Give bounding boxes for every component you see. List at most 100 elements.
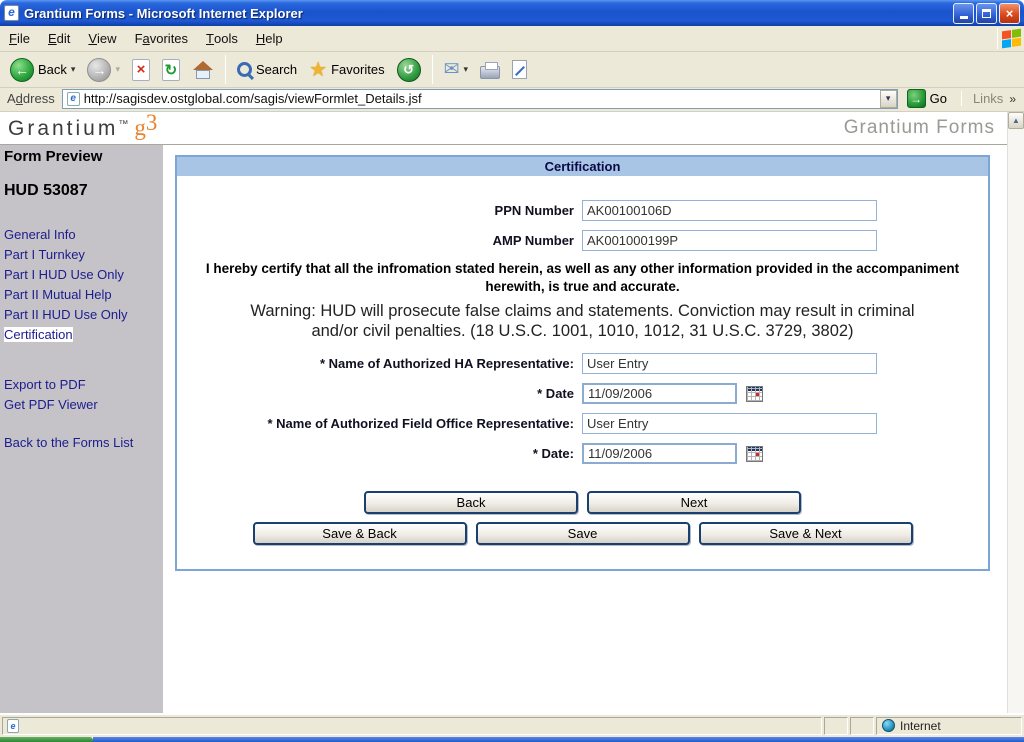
- forward-icon: →: [87, 57, 112, 82]
- favorites-label: Favorites: [331, 62, 385, 77]
- stop-icon: ×: [131, 58, 150, 81]
- ha-date-calendar-icon[interactable]: [746, 385, 763, 402]
- sidebar-nav: General Info Part I Turnkey Part I HUD U…: [4, 225, 159, 345]
- address-dropdown-button[interactable]: ▾: [879, 89, 897, 108]
- sidebar-item-part2-mutual-help[interactable]: Part II Mutual Help: [4, 287, 112, 302]
- go-label: Go: [929, 91, 947, 106]
- close-icon: ×: [1005, 5, 1014, 21]
- home-button[interactable]: [186, 57, 220, 83]
- stop-button[interactable]: ×: [126, 56, 156, 84]
- back-to-forms-list-link[interactable]: Back to the Forms List: [4, 435, 134, 450]
- menu-separator: [997, 28, 998, 49]
- status-message-pane: e: [2, 716, 822, 735]
- forward-button[interactable]: → ▾: [81, 55, 126, 85]
- close-button[interactable]: ×: [999, 2, 1020, 24]
- address-input[interactable]: [83, 91, 880, 106]
- page-main: Grantium™ g3 Grantium Forms Form Preview …: [0, 110, 1007, 713]
- menu-spacer: [292, 26, 997, 51]
- ha-date-label: * Date: [537, 386, 574, 402]
- go-button[interactable]: → Go: [902, 87, 952, 110]
- field-office-date-row: * Date:: [177, 443, 988, 465]
- title-bar: e Grantium Forms - Microsoft Internet Ex…: [0, 0, 1024, 26]
- amp-number-row: AMP Number: [177, 230, 988, 251]
- sidebar-item-part1-turnkey[interactable]: Part I Turnkey: [4, 247, 85, 262]
- field-office-date-calendar-icon[interactable]: [746, 445, 763, 462]
- ppn-number-input[interactable]: [582, 200, 877, 221]
- home-icon: [192, 60, 214, 80]
- save-and-next-button[interactable]: Save & Next: [698, 522, 913, 546]
- vertical-scrollbar[interactable]: ▲: [1007, 112, 1024, 713]
- ha-representative-label: * Name of Authorized HA Representative:: [319, 356, 574, 372]
- mail-button[interactable]: ✉ ▾: [438, 57, 474, 83]
- back-button[interactable]: ← Back ▾: [4, 55, 81, 85]
- sidebar-item-certification[interactable]: Certification: [4, 327, 73, 342]
- export-to-pdf-link[interactable]: Export to PDF: [4, 377, 86, 392]
- grantium-logo: Grantium™ g3: [8, 110, 158, 140]
- certification-statement: I hereby certify that all the infromatio…: [205, 261, 960, 295]
- sidebar-heading: Form Preview: [4, 148, 103, 165]
- scroll-up-icon[interactable]: ▲: [1008, 112, 1024, 129]
- window-title: Grantium Forms - Microsoft Internet Expl…: [24, 5, 303, 21]
- get-pdf-viewer-link[interactable]: Get PDF Viewer: [4, 397, 98, 412]
- go-arrow-icon: →: [906, 89, 926, 108]
- field-office-representative-row: * Name of Authorized Field Office Repres…: [177, 413, 988, 435]
- certification-panel: Certification PPN Number AMP Number I he…: [175, 155, 990, 572]
- addressbar-separator: [960, 91, 962, 106]
- status-page-icon: e: [7, 718, 19, 733]
- back-label: Back: [38, 62, 67, 77]
- links-chevron-icon[interactable]: »: [1009, 91, 1016, 106]
- links-label[interactable]: Links: [972, 91, 1004, 106]
- sidebar-item-part2-hud-use-only[interactable]: Part II HUD Use Only: [4, 307, 128, 322]
- search-label: Search: [255, 62, 298, 77]
- save-button[interactable]: Save: [475, 522, 690, 546]
- save-and-back-button[interactable]: Save & Back: [252, 522, 467, 546]
- history-button[interactable]: ↺: [391, 55, 427, 85]
- status-pane: [824, 716, 848, 735]
- mail-icon: ✉: [443, 58, 460, 80]
- minimize-button[interactable]: [953, 2, 974, 24]
- sidebar-item-part1-hud-use-only[interactable]: Part I HUD Use Only: [4, 267, 124, 282]
- warning-text: Warning: HUD will prosecute false claims…: [250, 302, 915, 340]
- ha-representative-row: * Name of Authorized HA Representative:: [177, 353, 988, 375]
- favorites-button[interactable]: ★ Favorites: [303, 57, 390, 83]
- status-bar: e Internet: [0, 713, 1024, 737]
- status-pane: [850, 716, 874, 735]
- print-icon: [480, 62, 501, 79]
- page-icon: e: [66, 91, 80, 106]
- sidebar-item-general-info[interactable]: General Info: [4, 227, 76, 242]
- form-id: HUD 53087: [4, 182, 88, 199]
- favorites-star-icon: ★: [309, 58, 328, 81]
- g3-logo: g3: [134, 110, 158, 140]
- restore-button[interactable]: [976, 2, 997, 24]
- toolbar-separator: [224, 55, 226, 84]
- ha-date-input[interactable]: [582, 383, 737, 405]
- ie-app-icon: e: [4, 5, 19, 21]
- field-office-representative-input[interactable]: [582, 413, 877, 435]
- back-nav-button[interactable]: Back: [364, 491, 578, 515]
- sidebar-pdf-links: Export to PDF Get PDF Viewer: [4, 375, 159, 415]
- ha-representative-input[interactable]: [582, 353, 877, 375]
- start-button-edge: [0, 737, 93, 742]
- sidebar-back-link-wrap: Back to the Forms List: [4, 433, 159, 453]
- ppn-number-label: PPN Number: [494, 203, 574, 218]
- amp-number-input[interactable]: [582, 230, 877, 251]
- page-body: Form Preview HUD 53087 General Info Part…: [0, 145, 1007, 713]
- print-button[interactable]: [474, 57, 506, 82]
- panel-title: Certification: [177, 157, 988, 176]
- site-header: Grantium™ g3 Grantium Forms: [0, 110, 1007, 145]
- edit-button[interactable]: [506, 57, 533, 82]
- field-office-date-input[interactable]: [582, 443, 737, 465]
- refresh-button[interactable]: ↻: [156, 56, 186, 84]
- address-bar: Address e ▾ → Go Links »: [0, 88, 1024, 112]
- scrollbar-track[interactable]: [1008, 129, 1024, 713]
- search-button[interactable]: Search: [231, 59, 303, 80]
- back-icon: ←: [10, 57, 34, 82]
- next-nav-button[interactable]: Next: [587, 491, 801, 515]
- mail-dropdown-icon: ▾: [463, 64, 469, 74]
